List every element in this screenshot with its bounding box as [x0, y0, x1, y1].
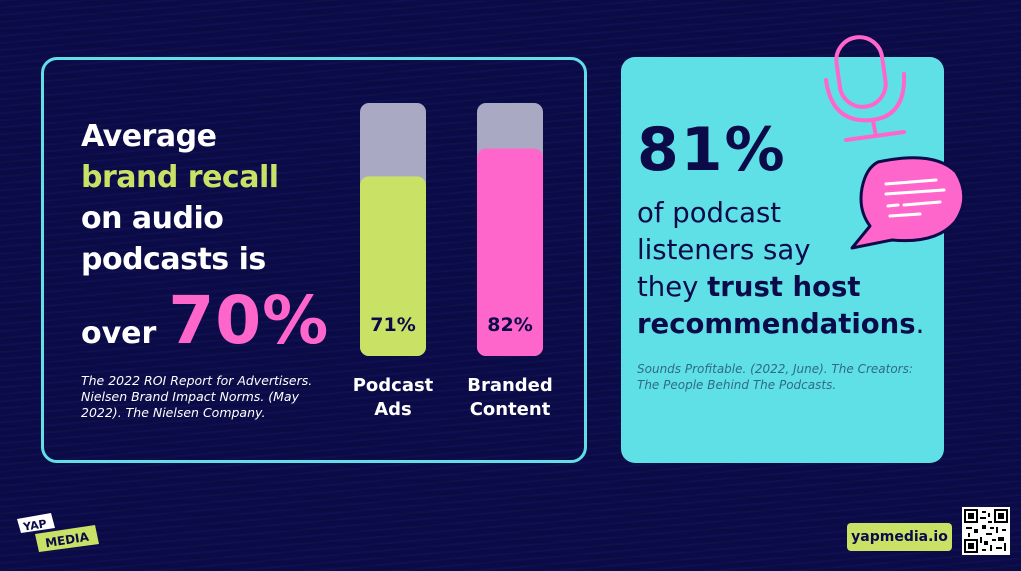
- right-citation: Sounds Profitable. (2022, June). The Cre…: [637, 362, 913, 392]
- headline: Average brand recall on audio podcasts i…: [81, 116, 279, 280]
- qr-code-pattern: [964, 509, 1008, 553]
- trust-stat-line-4: recommendations.: [637, 306, 924, 343]
- left-citation: The 2022 ROI Report for Advertisers. Nie…: [81, 373, 313, 420]
- trust-stat-line-2: listeners say: [637, 234, 811, 266]
- bar-category-label: Ads: [374, 399, 412, 420]
- trust-stat-line-1: of podcast: [637, 197, 782, 229]
- trust-stat-line-3-bold: trust host: [707, 271, 861, 303]
- logo-word-yap: YAP: [21, 517, 47, 534]
- trust-stat-line-4-bold: recommendations: [637, 308, 916, 340]
- qr-code-icon[interactable]: [962, 507, 1010, 555]
- headline-line-3: on audio: [81, 201, 224, 236]
- bar-value-label: 71%: [370, 314, 415, 336]
- trust-stat-line-3: they trust host: [637, 269, 924, 306]
- trust-stat-line-3-plain: they: [637, 271, 708, 303]
- bar-category-label: Branded: [467, 375, 553, 396]
- logo-word-media: MEDIA: [44, 530, 90, 551]
- bar-2: [477, 148, 543, 356]
- trust-card: [621, 57, 944, 463]
- trust-stat-value: 81%: [637, 115, 787, 185]
- recall-card: [41, 57, 587, 463]
- bar-value-label: 82%: [487, 314, 532, 336]
- headline-line-1: Average: [81, 119, 217, 154]
- headline-over: over: [81, 316, 157, 351]
- bar-category-label: Content: [470, 399, 551, 420]
- site-url[interactable]: yapmedia.io: [847, 523, 952, 551]
- headline-over-line: over 70%: [81, 282, 329, 359]
- headline-line-2: brand recall: [81, 160, 279, 195]
- yap-media-logo: YAP MEDIA: [17, 513, 99, 552]
- trust-stat-text: of podcast listeners say they trust host…: [637, 195, 924, 343]
- bar-1: [360, 176, 426, 356]
- trust-stat-line-4-end: .: [915, 308, 925, 340]
- headline-big-value: 70%: [168, 282, 330, 359]
- headline-line-4: podcasts is: [81, 242, 266, 277]
- bar-category-label: Podcast: [353, 375, 434, 396]
